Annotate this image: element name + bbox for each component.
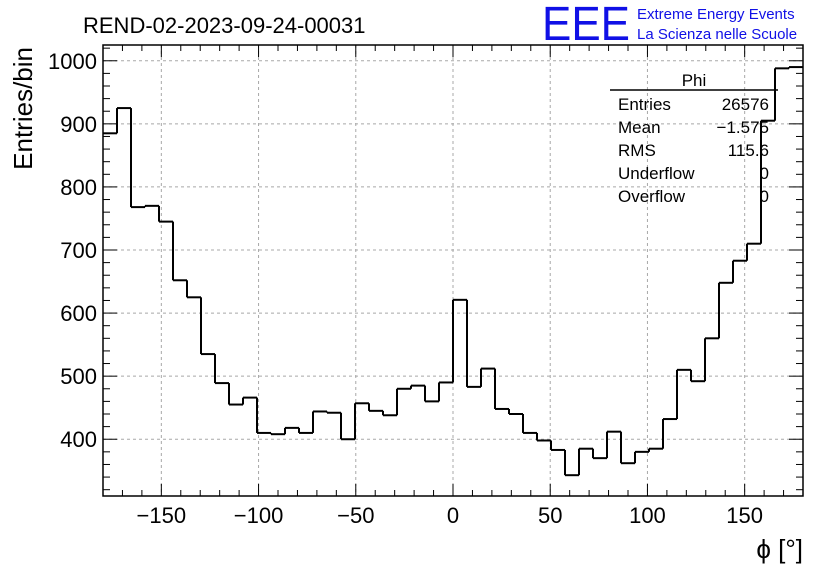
- y-tick-label: 700: [60, 238, 97, 263]
- x-tick-label: 150: [726, 503, 763, 528]
- stats-label-entries: Entries: [618, 95, 671, 114]
- stats-label-rms: RMS: [618, 141, 656, 160]
- x-tick-label: 100: [629, 503, 666, 528]
- grid: [103, 45, 803, 496]
- stats-value-underflow: 0: [760, 164, 769, 183]
- y-axis-ticks: [103, 47, 803, 491]
- logo-line-1: Extreme Energy Events: [637, 6, 795, 23]
- logo-line-2: La Scienza nelle Scuole: [637, 26, 797, 43]
- y-tick-label: 1000: [48, 49, 97, 74]
- histogram: [103, 66, 803, 477]
- x-axis-label: ϕ [°]: [756, 534, 803, 564]
- x-tick-label: −150: [137, 503, 187, 528]
- x-tick-label: 0: [447, 503, 459, 528]
- y-axis-label: Entries/bin: [8, 47, 38, 170]
- stats-box: Phi Entries 26576 Mean −1.575 RMS 115.6 …: [610, 71, 778, 206]
- x-tick-label: 50: [538, 503, 562, 528]
- y-tick-label: 500: [60, 364, 97, 389]
- stats-value-overflow: 0: [760, 187, 769, 206]
- chart-title: REND-02-2023-09-24-00031: [83, 13, 366, 38]
- y-axis-tick-labels: 400 500 600 700 800 900 1000: [48, 49, 97, 452]
- stats-value-mean: −1.575: [717, 118, 769, 137]
- y-tick-label: 600: [60, 301, 97, 326]
- stats-value-entries: 26576: [722, 95, 769, 114]
- stats-label-overflow: Overflow: [618, 187, 686, 206]
- stats-title: Phi: [682, 71, 707, 90]
- x-tick-label: −50: [337, 503, 374, 528]
- eee-logo: EEE Extreme Energy Events La Scienza nel…: [542, 0, 797, 51]
- x-axis-ticks: [102, 45, 804, 496]
- logo-letters: EEE: [542, 0, 630, 51]
- stats-label-mean: Mean: [618, 118, 661, 137]
- x-tick-label: −100: [234, 503, 284, 528]
- y-tick-label: 800: [60, 175, 97, 200]
- y-tick-label: 400: [60, 427, 97, 452]
- y-tick-label: 900: [60, 112, 97, 137]
- stats-value-rms: 115.6: [728, 141, 769, 160]
- stats-label-underflow: Underflow: [618, 164, 695, 183]
- x-axis-tick-labels: −150 −100 −50 0 50 100 150: [137, 503, 763, 528]
